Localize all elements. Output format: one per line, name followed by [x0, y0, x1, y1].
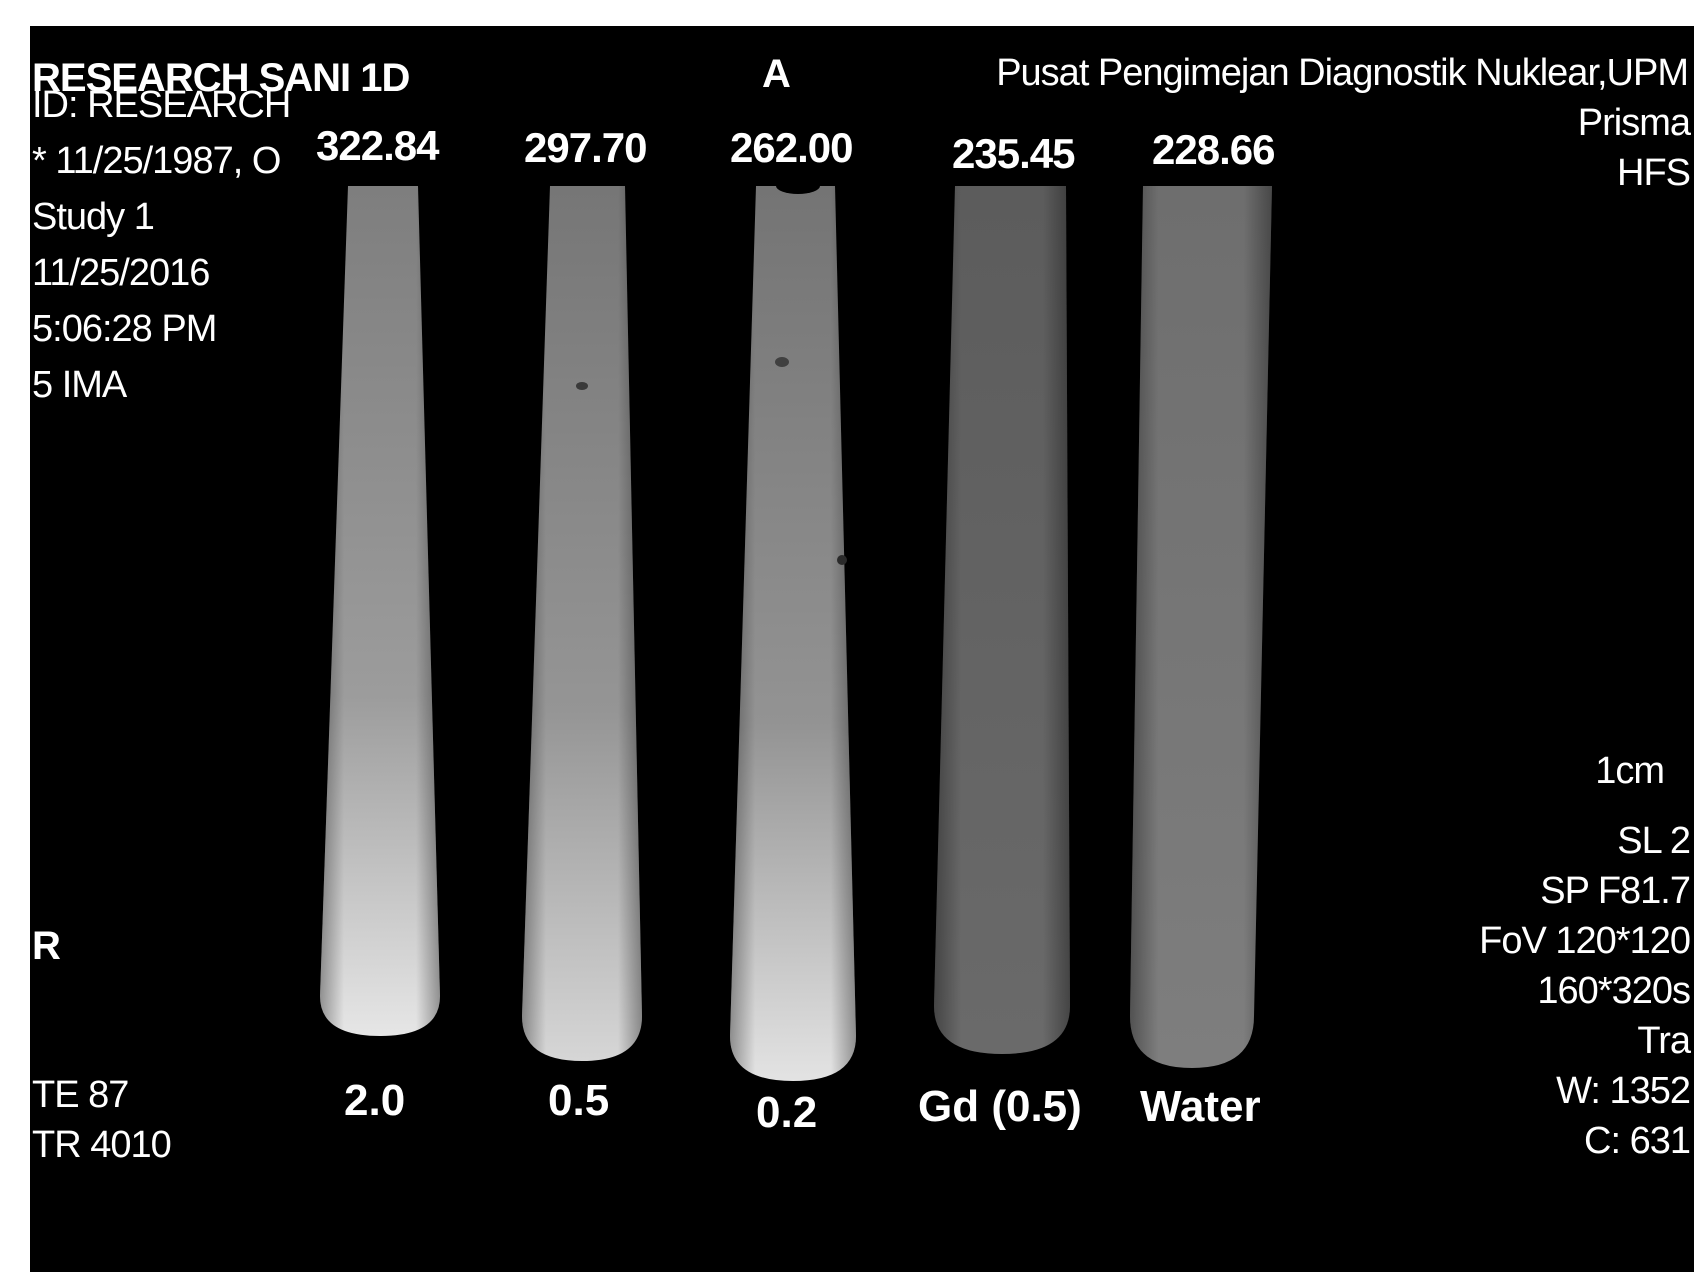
study-time: 5:06:28 PM [32, 308, 217, 350]
field-of-view: FoV 120*120 [1479, 920, 1691, 962]
patient-name: RESEARCH SANI 1D [32, 56, 410, 100]
acquisition-info: SL 2 SP F81.7 FoV 120*120 160*320s Tra W… [1479, 820, 1691, 1162]
study-date: 11/25/2016 [32, 252, 210, 294]
mri-viewport: RESEARCH SANI 1D A Pusat Pengimejan Diag… [30, 26, 1694, 1272]
window-center: C: 631 [1584, 1120, 1691, 1162]
institution-name: Pusat Pengimejan Diagnostik Nuklear,UPM [996, 52, 1689, 94]
orientation-anterior: A [762, 52, 791, 96]
slice-orientation: Tra [1637, 1020, 1691, 1062]
patient-id: ID: RESEARCH [32, 84, 291, 126]
slice-number: SL 2 [1617, 820, 1691, 862]
tube-1 [320, 186, 440, 1036]
patient-position: HFS [1617, 152, 1691, 194]
tube-5 [1130, 186, 1272, 1068]
matrix-size: 160*320s [1537, 970, 1691, 1012]
birth-date: * 11/25/1987, O [32, 140, 281, 182]
tube-2-signal-value: 297.70 [516, 125, 655, 175]
tube-2-label: 0.5 [548, 1076, 610, 1125]
phantom-tubes [320, 178, 1272, 1081]
orientation-right: R [32, 924, 61, 968]
repetition-time: TR 4010 [32, 1124, 172, 1166]
tube-4 [934, 186, 1070, 1054]
scanner-info: Prisma HFS [1577, 102, 1691, 194]
echo-time: TE 87 [32, 1074, 129, 1116]
scale-label: 1cm [1595, 750, 1665, 792]
tube-2 [522, 186, 642, 1061]
scanner-model: Prisma [1577, 102, 1691, 144]
tube-1-label: 2.0 [344, 1076, 406, 1125]
tube-3-signal-value: 262.00 [722, 125, 861, 175]
tube-3 [730, 178, 856, 1081]
window-width: W: 1352 [1556, 1070, 1691, 1112]
tube-5-label: Water [1140, 1082, 1261, 1131]
image-number: 5 IMA [32, 364, 127, 406]
tube-3-label: 0.2 [756, 1088, 818, 1137]
tube-4-label: Gd (0.5) [918, 1082, 1082, 1131]
tube-5-signal-value: 228.66 [1144, 127, 1283, 177]
study-name: Study 1 [32, 196, 155, 238]
tube-1-signal-value: 322.84 [308, 123, 447, 173]
patient-info: ID: RESEARCH * 11/25/1987, O Study 1 11/… [32, 84, 291, 422]
tube-4-signal-value: 235.45 [944, 131, 1083, 181]
slice-position: SP F81.7 [1540, 870, 1691, 912]
